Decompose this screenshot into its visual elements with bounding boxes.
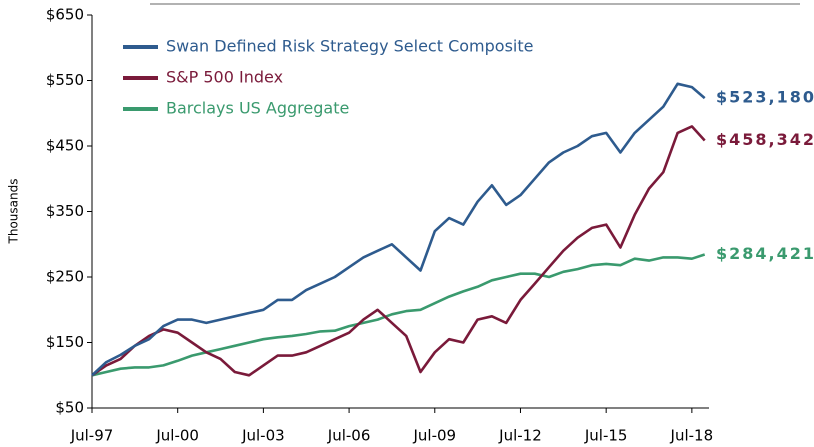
y-tick-label: $350 (46, 202, 84, 220)
x-tick-label: Jul-15 (584, 427, 628, 445)
x-tick-label: Jul-97 (70, 427, 114, 445)
x-tick-label: Jul-00 (155, 427, 199, 445)
end-label: $458,342 (716, 130, 814, 149)
end-label: $284,421 (716, 244, 814, 263)
legend-label: Barclays US Aggregate (166, 99, 349, 118)
x-tick-label: Jul-12 (498, 427, 542, 445)
legend-label: S&P 500 Index (166, 68, 283, 87)
end-label: $523,180 (716, 88, 814, 107)
y-tick-label: $550 (46, 71, 84, 89)
legend-label: Swan Defined Risk Strategy Select Compos… (166, 37, 533, 56)
series-line (91, 253, 706, 377)
y-tick-label: $150 (46, 333, 84, 351)
series-line (91, 82, 706, 377)
x-tick-label: Jul-18 (670, 427, 714, 445)
y-tick-label: $50 (55, 399, 84, 417)
y-tick-label: $250 (46, 268, 84, 286)
x-tick-label: Jul-09 (412, 427, 456, 445)
x-tick-label: Jul-03 (241, 427, 285, 445)
y-axis-label: Thousands (7, 179, 21, 245)
y-tick-label: $650 (46, 6, 84, 24)
y-tick-label: $450 (46, 137, 84, 155)
x-tick-label: Jul-06 (327, 427, 371, 445)
series-line (91, 125, 706, 377)
